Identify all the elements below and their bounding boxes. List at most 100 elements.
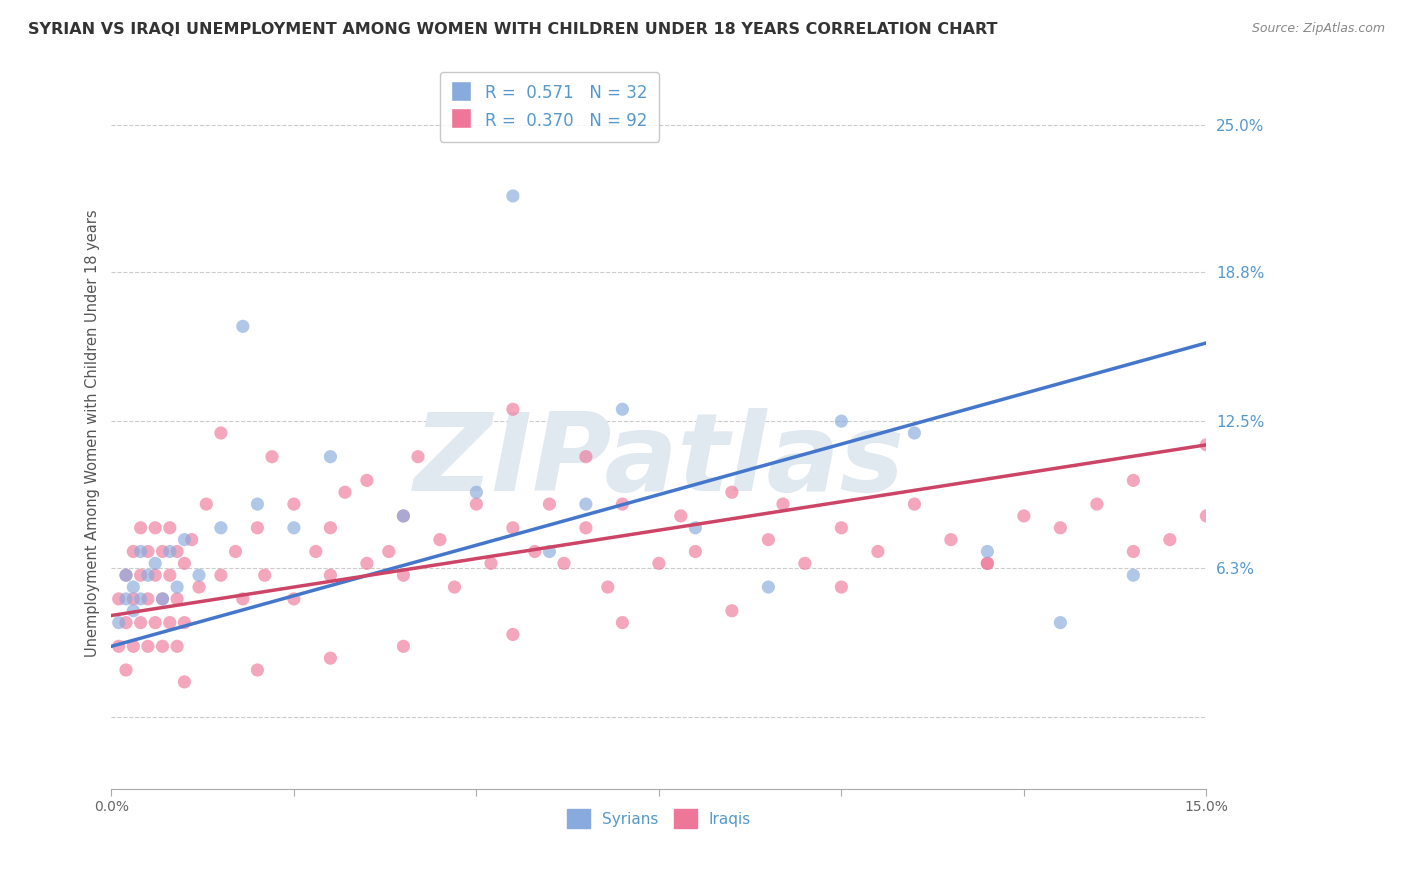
Point bbox=[143, 568, 166, 582]
Point bbox=[188, 568, 211, 582]
Point bbox=[758, 580, 780, 594]
Text: ZIPatlas: ZIPatlas bbox=[413, 409, 904, 515]
Point bbox=[1085, 497, 1108, 511]
Point bbox=[122, 640, 145, 654]
Point bbox=[538, 544, 561, 558]
Point bbox=[1122, 474, 1144, 488]
Point bbox=[173, 533, 195, 547]
Point bbox=[166, 580, 188, 594]
Point bbox=[129, 568, 152, 582]
Point bbox=[283, 497, 305, 511]
Point bbox=[115, 568, 138, 582]
Point bbox=[612, 402, 634, 417]
Point bbox=[575, 521, 598, 535]
Point bbox=[333, 485, 356, 500]
Point bbox=[502, 189, 524, 203]
Point bbox=[1049, 521, 1071, 535]
Point bbox=[903, 497, 925, 511]
Point bbox=[159, 521, 181, 535]
Point bbox=[479, 557, 502, 571]
Point bbox=[612, 615, 634, 630]
Point bbox=[319, 521, 342, 535]
Point bbox=[721, 485, 744, 500]
Point bbox=[122, 544, 145, 558]
Point bbox=[378, 544, 401, 558]
Point bbox=[136, 591, 159, 606]
Point bbox=[976, 557, 998, 571]
Point bbox=[246, 521, 269, 535]
Point bbox=[685, 521, 707, 535]
Point bbox=[575, 497, 598, 511]
Point bbox=[166, 591, 188, 606]
Point bbox=[209, 425, 232, 440]
Point bbox=[129, 591, 152, 606]
Point bbox=[129, 615, 152, 630]
Point bbox=[319, 651, 342, 665]
Point bbox=[115, 591, 138, 606]
Point bbox=[523, 544, 546, 558]
Text: Source: ZipAtlas.com: Source: ZipAtlas.com bbox=[1251, 22, 1385, 36]
Point bbox=[356, 474, 378, 488]
Point bbox=[392, 508, 415, 523]
Point bbox=[246, 663, 269, 677]
Point bbox=[866, 544, 889, 558]
Point bbox=[166, 544, 188, 558]
Point bbox=[246, 497, 269, 511]
Point bbox=[195, 497, 218, 511]
Point bbox=[502, 521, 524, 535]
Point bbox=[180, 533, 202, 547]
Point bbox=[903, 425, 925, 440]
Point bbox=[143, 557, 166, 571]
Point bbox=[596, 580, 619, 594]
Point bbox=[152, 591, 174, 606]
Point bbox=[283, 521, 305, 535]
Point bbox=[143, 615, 166, 630]
Point bbox=[575, 450, 598, 464]
Text: SYRIAN VS IRAQI UNEMPLOYMENT AMONG WOMEN WITH CHILDREN UNDER 18 YEARS CORRELATIO: SYRIAN VS IRAQI UNEMPLOYMENT AMONG WOMEN… bbox=[28, 22, 998, 37]
Legend: Syrians, Iraqis: Syrians, Iraqis bbox=[561, 804, 756, 834]
Point bbox=[122, 591, 145, 606]
Point bbox=[502, 627, 524, 641]
Point bbox=[1012, 508, 1035, 523]
Point bbox=[107, 591, 129, 606]
Point bbox=[283, 591, 305, 606]
Point bbox=[830, 414, 852, 428]
Point bbox=[1122, 568, 1144, 582]
Point bbox=[392, 508, 415, 523]
Point bbox=[429, 533, 451, 547]
Point bbox=[129, 521, 152, 535]
Point bbox=[793, 557, 815, 571]
Point bbox=[122, 604, 145, 618]
Point bbox=[685, 544, 707, 558]
Point bbox=[502, 402, 524, 417]
Point bbox=[159, 568, 181, 582]
Point bbox=[976, 544, 998, 558]
Point bbox=[553, 557, 575, 571]
Point bbox=[669, 508, 692, 523]
Point bbox=[152, 640, 174, 654]
Point bbox=[538, 497, 561, 511]
Point bbox=[136, 544, 159, 558]
Point bbox=[173, 557, 195, 571]
Point bbox=[152, 544, 174, 558]
Point bbox=[939, 533, 962, 547]
Point bbox=[319, 450, 342, 464]
Point bbox=[1159, 533, 1181, 547]
Point bbox=[232, 319, 254, 334]
Point bbox=[115, 568, 138, 582]
Point bbox=[152, 591, 174, 606]
Point bbox=[830, 580, 852, 594]
Point bbox=[976, 557, 998, 571]
Point bbox=[253, 568, 276, 582]
Point bbox=[225, 544, 247, 558]
Point bbox=[1195, 438, 1218, 452]
Point bbox=[136, 640, 159, 654]
Point bbox=[188, 580, 211, 594]
Point bbox=[758, 533, 780, 547]
Point bbox=[173, 674, 195, 689]
Point bbox=[143, 521, 166, 535]
Point bbox=[392, 640, 415, 654]
Point bbox=[232, 591, 254, 606]
Point bbox=[772, 497, 794, 511]
Point bbox=[443, 580, 465, 594]
